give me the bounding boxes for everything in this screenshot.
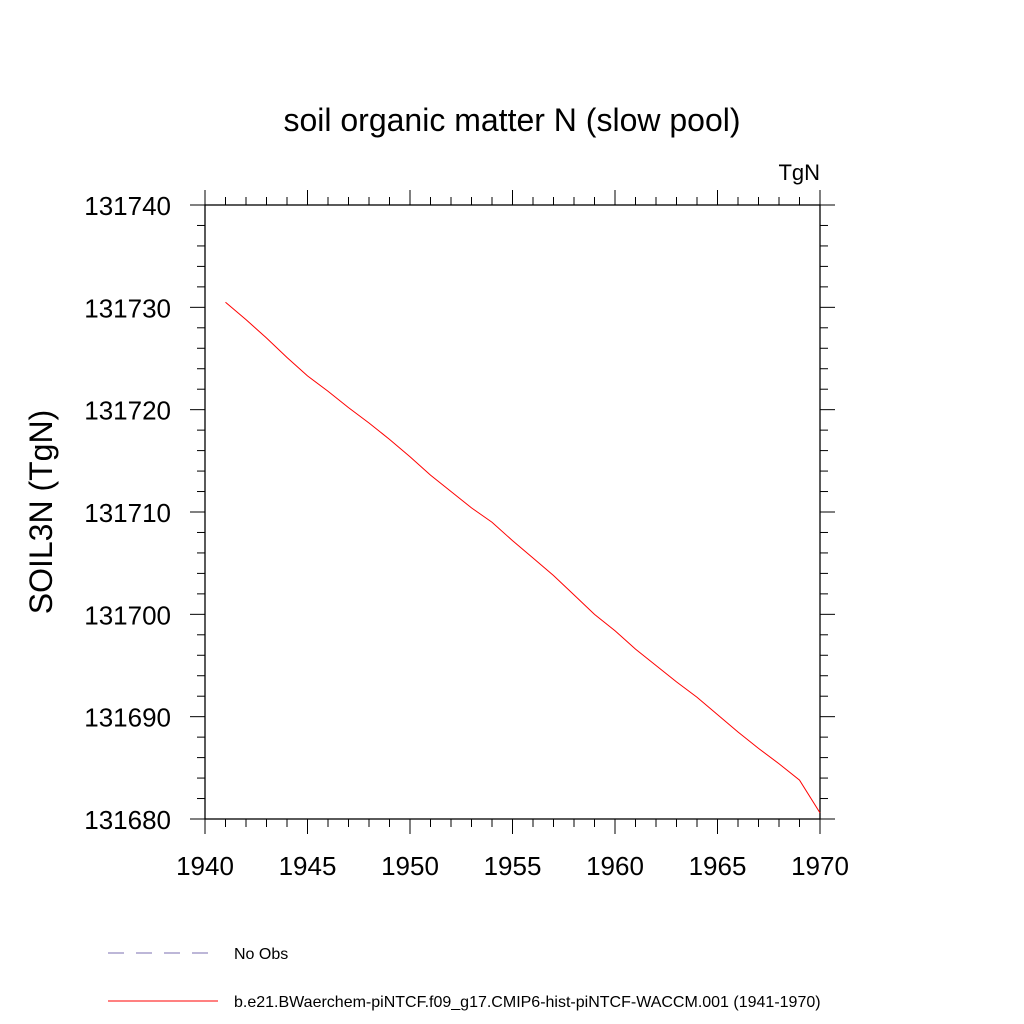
series-line-0 <box>225 301 821 814</box>
y-tick-label: 131730 <box>84 293 171 323</box>
plot-frame <box>204 204 821 820</box>
x-tick-label: 1950 <box>381 851 439 881</box>
legend-label-no-obs: No Obs <box>234 946 288 963</box>
y-tick-label: 131710 <box>84 498 171 528</box>
legend-label-model-run: b.e21.BWaerchem-piNTCF.f09_g17.CMIP6-his… <box>234 994 821 1011</box>
x-tick-label: 1970 <box>791 851 849 881</box>
x-tick-label: 1960 <box>586 851 644 881</box>
x-tick-label: 1945 <box>279 851 337 881</box>
x-tick-label: 1965 <box>689 851 747 881</box>
plot-area <box>204 204 821 820</box>
x-tick-label: 1940 <box>176 851 234 881</box>
x-tick-label: 1955 <box>484 851 542 881</box>
y-tick-label: 131740 <box>84 191 171 221</box>
tick-labels: 1940 1945 1950 1955 1960 1965 1970 131680 131690… <box>84 191 849 881</box>
units-label: TgN <box>778 160 820 185</box>
y-tick-label: 131700 <box>84 600 171 630</box>
y-tick-label: 131680 <box>84 805 171 835</box>
y-tick-label: 131690 <box>84 703 171 733</box>
series-layer <box>225 301 821 814</box>
y-axis-label: SOIL3N (TgN) <box>23 410 59 614</box>
axis-ticks <box>190 190 835 834</box>
chart-title: soil organic matter N (slow pool) <box>283 102 740 138</box>
legend: No Obs b.e21.BWaerchem-piNTCF.f09_g17.CM… <box>108 946 821 1011</box>
y-tick-label: 131720 <box>84 396 171 426</box>
